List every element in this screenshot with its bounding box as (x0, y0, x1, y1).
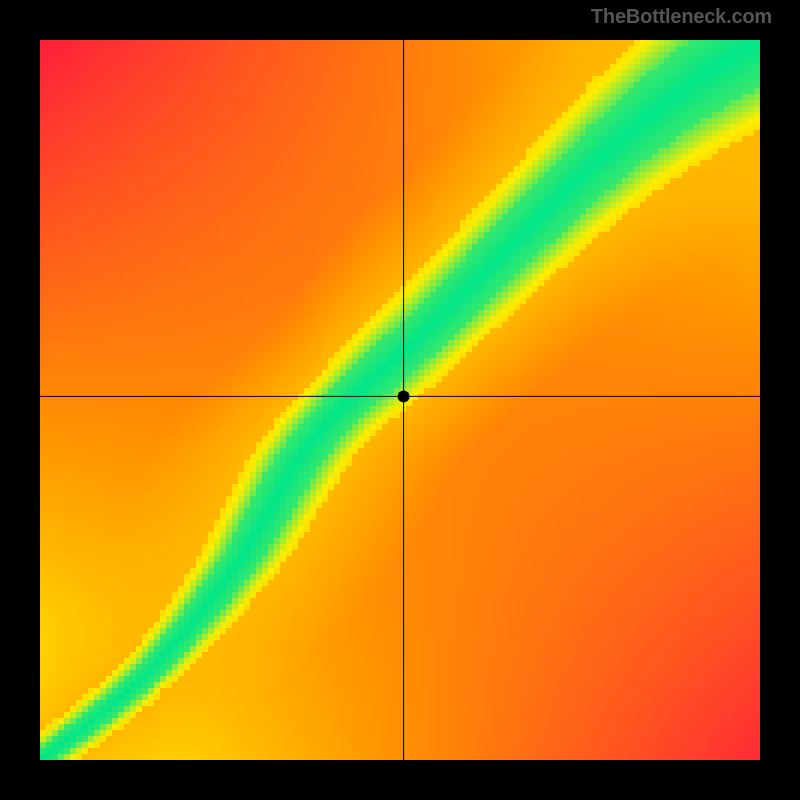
bottleneck-heatmap (0, 0, 800, 800)
attribution-label: TheBottleneck.com (591, 6, 772, 29)
chart-container: TheBottleneck.com (0, 0, 800, 800)
